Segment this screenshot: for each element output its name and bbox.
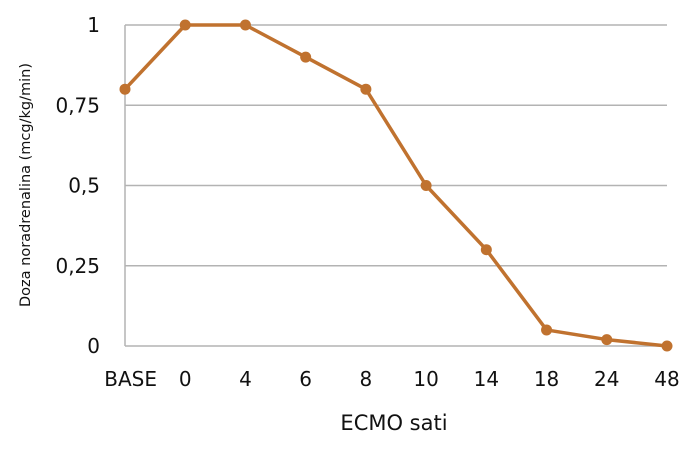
x-tick-label: 6 [299,367,312,391]
x-tick-label: 24 [594,367,619,391]
x-axis-title: ECMO sati [340,411,447,435]
series-line [123,23,668,348]
x-tick-label: 10 [413,367,438,391]
data-point [541,324,553,336]
x-tick-labels: BASE 0 4 6 8 10 14 18 24 48 [104,367,679,391]
y-axis-title: Doza noradrenalina (mcg/kg/min) [18,63,34,307]
y-tick-label: 0 [87,334,100,358]
series-group [119,19,673,352]
data-point [661,340,673,352]
x-tick-label: 4 [239,367,252,391]
x-tick-label: BASE [104,367,157,391]
y-tick-label: 0,25 [55,254,100,278]
data-point [601,334,613,346]
data-point [239,19,251,31]
y-tick-labels: 0 0,25 0,5 0,75 1 [55,13,100,358]
data-point [300,51,312,63]
y-tick-label: 0,75 [55,93,100,117]
x-tick-label: 48 [654,367,679,391]
data-point [420,180,432,191]
y-tick-label: 0,5 [68,174,100,198]
x-tick-label: 14 [474,367,499,391]
x-tick-label: 8 [360,367,373,391]
data-point [480,244,492,256]
gridlines [125,24,667,347]
x-tick-label: 18 [534,367,559,391]
x-tick-label: 0 [179,367,192,391]
y-tick-label: 1 [87,13,100,37]
data-point [179,19,191,31]
data-point [360,83,372,95]
data-point [119,83,131,95]
